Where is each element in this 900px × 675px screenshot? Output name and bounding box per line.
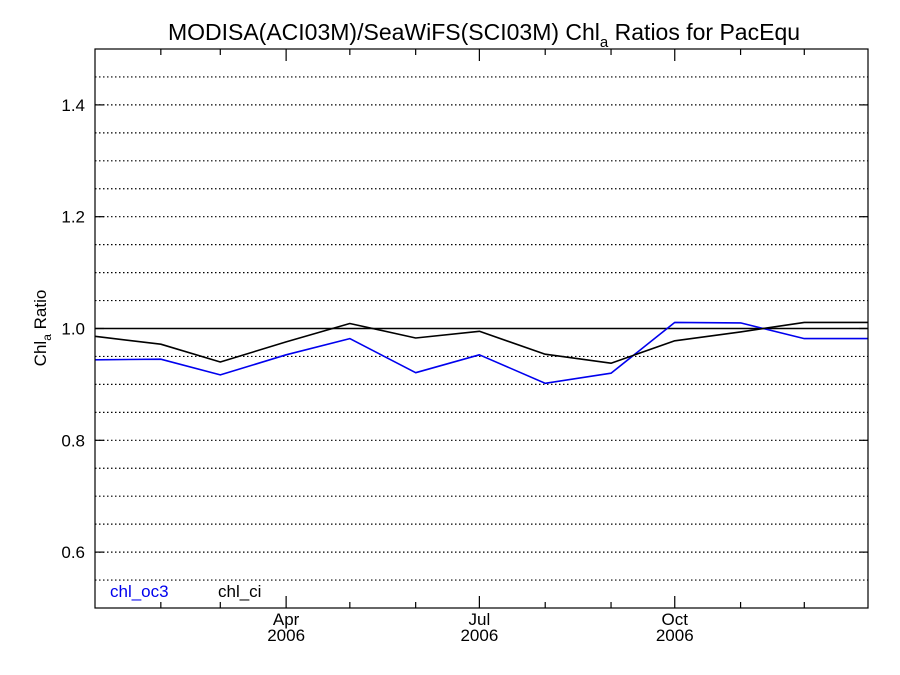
y-axis-label: Chla Ratio — [31, 290, 54, 367]
series-line-chl_ci — [94, 321, 868, 365]
x-tick-label-year-0: 2006 — [267, 626, 305, 645]
x-tick-label-month-2: Oct — [662, 610, 689, 629]
x-tick-label-year-2: 2006 — [656, 626, 694, 645]
y-axis-label-main: Chl — [31, 341, 50, 367]
chart-title-main: MODISA(ACI03M)/SeaWiFS(SCI03M) Chl — [168, 19, 600, 45]
gridlines — [95, 76, 868, 581]
legend-entry-chl_oc3: chl_oc3 — [110, 582, 169, 601]
y-axis-label-rest: Ratio — [31, 290, 50, 334]
y-tick-label-4: 1.4 — [61, 96, 85, 115]
series-lines — [94, 321, 868, 385]
chart-title-subscript: a — [600, 34, 609, 51]
x-tick-label-year-1: 2006 — [460, 626, 498, 645]
y-tick-label-0: 0.6 — [61, 543, 85, 562]
y-tick-label-3: 1.2 — [61, 208, 85, 227]
chart-title-rest: Ratios for PacEqu — [608, 19, 800, 45]
y-axis-label-subscript: a — [40, 334, 54, 341]
legend-entry-chl_ci: chl_ci — [218, 582, 261, 601]
chart-title: MODISA(ACI03M)/SeaWiFS(SCI03M) Chla Rati… — [168, 19, 800, 51]
legend: chl_oc3 chl_ci — [110, 582, 261, 601]
x-tick-label-month-1: Jul — [469, 610, 491, 629]
svg-text:Chla Ratio: Chla Ratio — [31, 290, 54, 367]
y-tick-label-2: 1.0 — [61, 320, 85, 339]
y-axis-ticks: 0.6 0.8 1.0 1.2 1.4 — [61, 96, 868, 562]
series-line-chl_oc3 — [94, 321, 868, 385]
y-tick-label-1: 0.8 — [61, 431, 85, 450]
x-tick-label-month-0: Apr — [273, 610, 300, 629]
